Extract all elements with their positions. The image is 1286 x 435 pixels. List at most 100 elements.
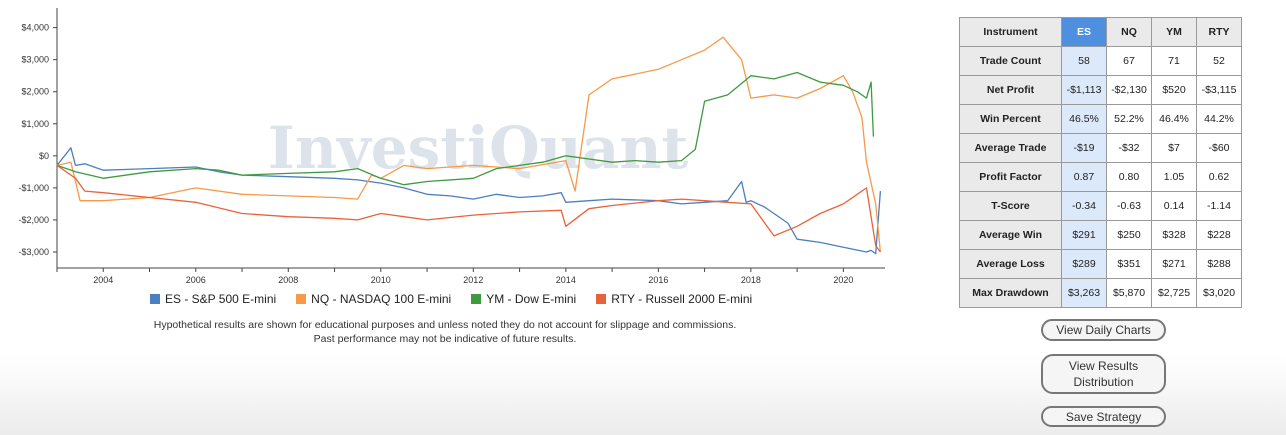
stats-cell: $288 <box>1196 249 1242 279</box>
stats-cell: $2,725 <box>1151 278 1197 308</box>
x-tick-label: 2008 <box>278 275 298 285</box>
stats-cell: $291 <box>1061 220 1107 250</box>
stats-cell: -0.63 <box>1106 191 1152 221</box>
stats-cell: $7 <box>1151 133 1197 163</box>
series-line-nq <box>56 36 882 253</box>
stats-row-label: Average Loss <box>959 249 1062 279</box>
stats-cell: 46.4% <box>1151 104 1197 134</box>
stats-cell: $271 <box>1151 249 1197 279</box>
stats-row: T-Score -0.34 -0.63 0.14 -1.14 <box>959 191 1242 221</box>
stats-row-label: Net Profit <box>959 75 1062 105</box>
instrument-stats-table: Instrument ES NQ YM RTY Trade Count 58 67 71 52… <box>959 17 1242 308</box>
stats-cell: $351 <box>1106 249 1152 279</box>
y-tick-label: $2,000 <box>21 87 49 97</box>
stats-cell: 1.05 <box>1151 162 1197 192</box>
save-strategy-button[interactable]: Save Strategy <box>1041 406 1166 427</box>
stats-row-label: Win Percent <box>959 104 1062 134</box>
stats-row: Win Percent 46.5% 52.2% 46.4% 44.2% <box>959 104 1242 134</box>
stats-cell: 0.62 <box>1196 162 1242 192</box>
view-results-distribution-line-1: View Results <box>1068 359 1139 373</box>
y-tick-label: $0 <box>39 151 49 161</box>
disclaimer: Hypothetical results are shown for educa… <box>70 318 820 346</box>
watermark-text: InvestiQuant <box>268 114 689 182</box>
instrument-tab-rty[interactable]: RTY <box>1196 17 1242 47</box>
view-results-distribution-line-2: Distribution <box>1073 375 1134 389</box>
stats-row-label: Profit Factor <box>959 162 1062 192</box>
stats-cell: -$3,115 <box>1196 75 1242 105</box>
legend-label: YM - Dow E-mini <box>486 292 577 306</box>
stats-cell: -1.14 <box>1196 191 1242 221</box>
stats-cell: 44.2% <box>1196 104 1242 134</box>
legend-swatch <box>296 294 307 304</box>
stats-cell: $3,263 <box>1061 278 1107 308</box>
stats-cell: -$60 <box>1196 133 1242 163</box>
y-tick-label: -$1,000 <box>18 183 49 193</box>
stats-cell: 46.5% <box>1061 104 1107 134</box>
x-tick-label: 2010 <box>371 275 391 285</box>
legend-label: RTY - Russell 2000 E-mini <box>611 292 753 306</box>
stats-row: Trade Count 58 67 71 52 <box>959 46 1242 76</box>
stats-cell: 52.2% <box>1106 104 1152 134</box>
stats-cell: 52 <box>1196 46 1242 76</box>
instrument-tab-es[interactable]: ES <box>1061 17 1107 47</box>
x-tick-label: 2006 <box>186 275 206 285</box>
stats-cell: $228 <box>1196 220 1242 250</box>
stats-row-label: Trade Count <box>959 46 1062 76</box>
view-daily-charts-button[interactable]: View Daily Charts <box>1041 319 1166 341</box>
stats-cell: 0.87 <box>1061 162 1107 192</box>
equity-chart: InvestiQuant $4,000 $3,000 $2,000 $1,000 $0 -$… <box>0 0 900 300</box>
x-tick-label: 2014 <box>556 275 576 285</box>
stats-row-label: Max Drawdown <box>959 278 1062 308</box>
y-tick-label: $4,000 <box>21 23 49 33</box>
legend-item[interactable]: ES - S&P 500 E-mini <box>150 292 276 306</box>
legend-item[interactable]: NQ - NASDAQ 100 E-mini <box>296 292 451 306</box>
stats-row-label: T-Score <box>959 191 1062 221</box>
stats-cell: -$1,113 <box>1061 75 1107 105</box>
legend-swatch <box>150 294 160 304</box>
stats-header-row: Instrument ES NQ YM RTY <box>959 17 1242 47</box>
legend-item[interactable]: YM - Dow E-mini <box>471 292 576 306</box>
stats-cell: -$2,130 <box>1106 75 1152 105</box>
stats-cell: $3,020 <box>1196 278 1242 308</box>
y-tick-label: $3,000 <box>21 55 49 65</box>
instrument-tab-ym[interactable]: YM <box>1151 17 1197 47</box>
y-tick-label: -$3,000 <box>18 247 49 257</box>
stats-cell: $289 <box>1061 249 1107 279</box>
stats-cell: $5,870 <box>1106 278 1152 308</box>
stats-cell: -$32 <box>1106 133 1152 163</box>
stats-cell: $328 <box>1151 220 1197 250</box>
stats-row-label: Average Win <box>959 220 1062 250</box>
legend-swatch <box>471 294 482 304</box>
legend-label: NQ - NASDAQ 100 E-mini <box>311 292 452 306</box>
stats-row: Net Profit -$1,113 -$2,130 $520 -$3,115 <box>959 75 1242 105</box>
series-line-ym <box>56 71 875 186</box>
x-tick-label: 2020 <box>833 275 853 285</box>
instrument-header-label: Instrument <box>959 17 1062 47</box>
view-results-distribution-button[interactable]: View Results Distribution <box>1041 354 1166 394</box>
y-tick-label: $1,000 <box>21 119 49 129</box>
disclaimer-line-1: Hypothetical results are shown for educa… <box>153 319 737 331</box>
stats-cell: 58 <box>1061 46 1107 76</box>
legend-item[interactable]: RTY - Russell 2000 E-mini <box>596 292 752 306</box>
stats-row: Average Trade -$19 -$32 $7 -$60 <box>959 133 1242 163</box>
instrument-tab-nq[interactable]: NQ <box>1106 17 1152 47</box>
stats-cell: $250 <box>1106 220 1152 250</box>
legend-swatch <box>596 294 607 304</box>
stats-cell: $520 <box>1151 75 1197 105</box>
x-tick-label: 2016 <box>648 275 668 285</box>
equity-chart-svg: InvestiQuant $4,000 $3,000 $2,000 $1,000 $0 -$… <box>18 8 885 285</box>
stats-cell: 67 <box>1106 46 1152 76</box>
stats-row-label: Average Trade <box>959 133 1062 163</box>
stats-row: Average Win $291 $250 $328 $228 <box>959 220 1242 250</box>
stats-cell: 0.14 <box>1151 191 1197 221</box>
stats-row: Max Drawdown $3,263 $5,870 $2,725 $3,020 <box>959 278 1242 308</box>
stats-row: Average Loss $289 $351 $271 $288 <box>959 249 1242 279</box>
y-tick-label: -$2,000 <box>18 215 49 225</box>
x-tick-label: 2004 <box>93 275 113 285</box>
chart-legend: ES - S&P 500 E-mini NQ - NASDAQ 100 E-min… <box>150 292 790 306</box>
x-tick-label: 2018 <box>741 275 761 285</box>
disclaimer-line-2: Past performance may not be indicative o… <box>313 333 577 345</box>
stats-cell: 0.80 <box>1106 162 1152 192</box>
stats-cell: -$19 <box>1061 133 1107 163</box>
legend-label: ES - S&P 500 E-mini <box>165 292 277 306</box>
